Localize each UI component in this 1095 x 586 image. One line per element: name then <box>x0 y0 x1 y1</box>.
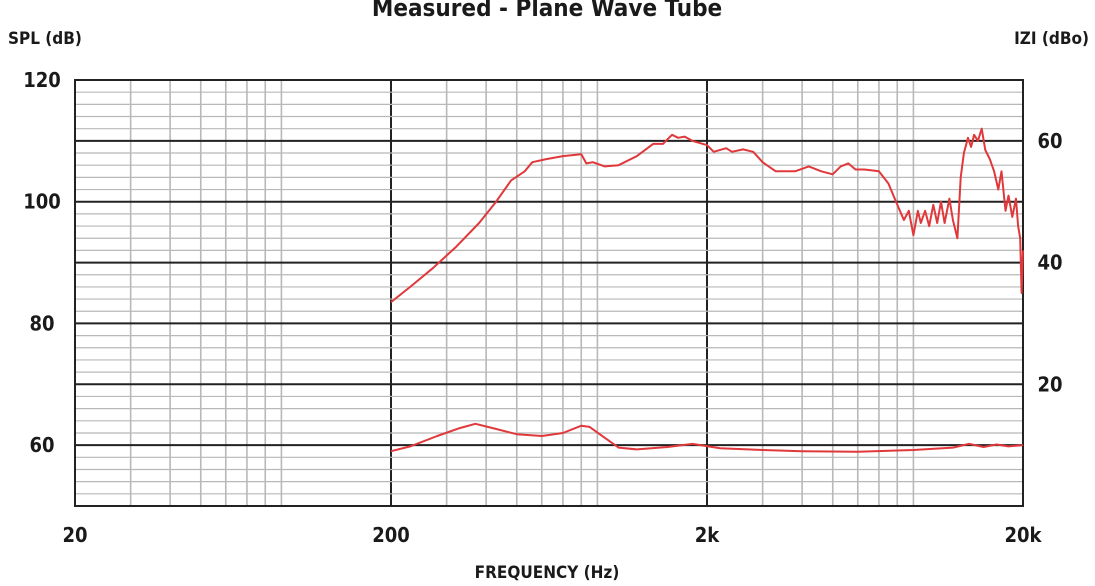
y-axis-right-title: IZI (dBo) <box>1014 29 1089 49</box>
grid <box>75 80 1023 506</box>
y-right-tick-label: 60 <box>1037 129 1062 153</box>
x-tick-label: 20 <box>62 523 87 547</box>
y-left-tick-label: 100 <box>23 190 61 214</box>
y-right-tick-label: 40 <box>1037 251 1062 275</box>
tick-labels: 20 200 2k 20k 120 100 80 60 60 40 20 <box>23 68 1062 547</box>
y-left-tick-label: 80 <box>29 311 54 335</box>
y-left-tick-label: 60 <box>29 433 54 457</box>
y-left-tick-label: 120 <box>23 68 61 92</box>
series-line-1 <box>390 127 1024 303</box>
y-axis-left-title: SPL (dB) <box>8 29 82 49</box>
y-right-tick-label: 20 <box>1037 372 1062 396</box>
x-axis-title: FREQUENCY (Hz) <box>475 563 620 583</box>
series-line-2 <box>390 422 1024 453</box>
plot-frame <box>74 79 1024 507</box>
series-layer <box>390 127 1024 453</box>
x-tick-label: 2k <box>695 523 721 547</box>
x-tick-label: 200 <box>372 523 410 547</box>
x-tick-label: 20k <box>1004 523 1042 547</box>
chart-title: Measured - Plane Wave Tube <box>372 0 722 22</box>
